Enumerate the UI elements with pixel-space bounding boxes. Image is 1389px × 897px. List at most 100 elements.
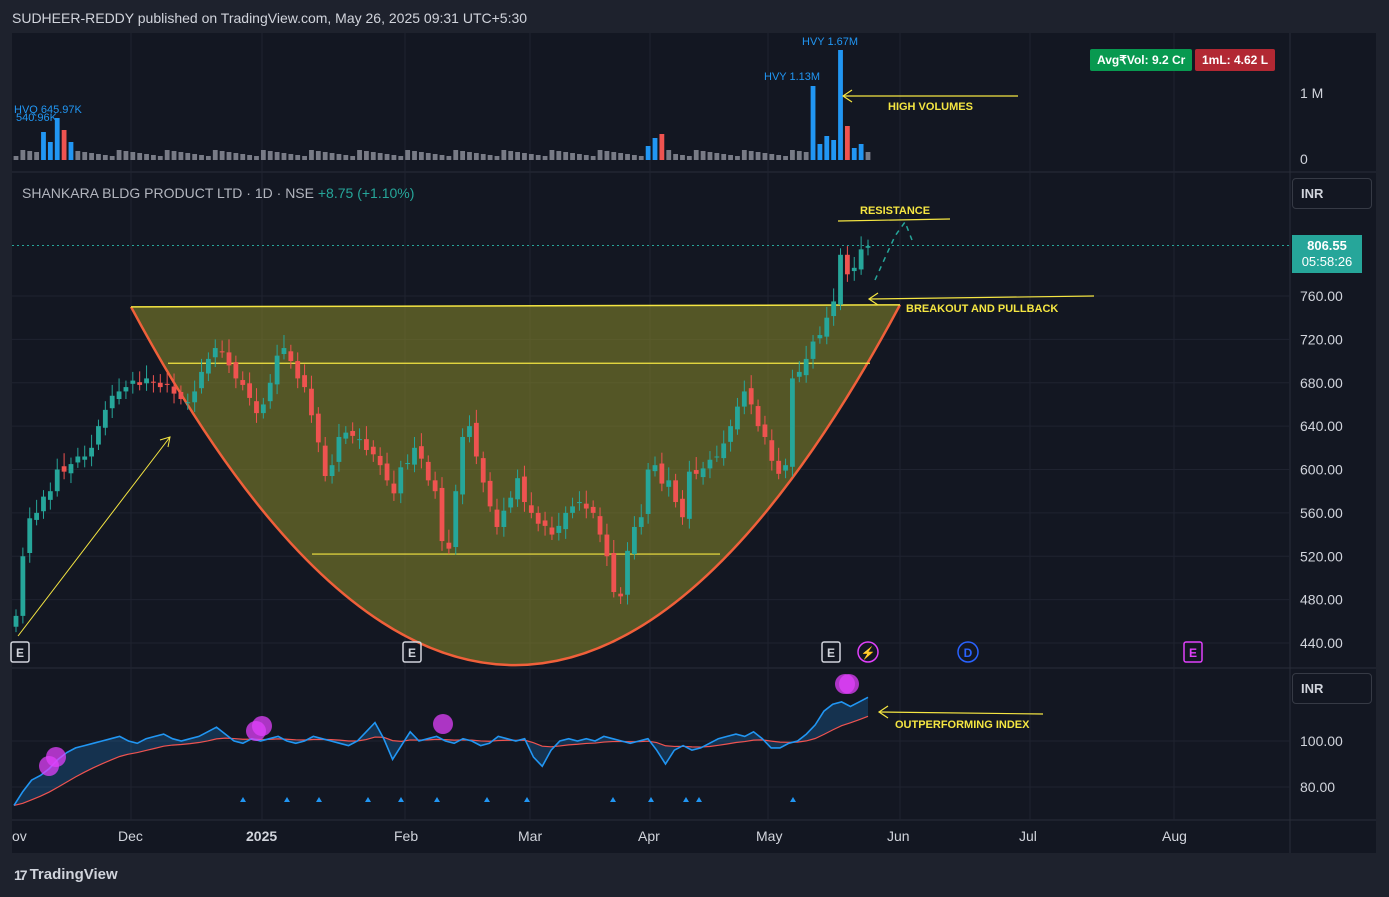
candle-body	[590, 506, 596, 513]
time-tick-label: May	[756, 828, 782, 844]
resistance-line	[837, 218, 951, 222]
volume-bar	[790, 150, 795, 160]
tradingview-logo[interactable]: 17 TradingView	[14, 866, 118, 883]
candle-body	[680, 498, 685, 518]
volume-bar	[102, 155, 108, 160]
volume-bar	[803, 152, 809, 160]
candle-body	[542, 520, 548, 526]
indicator-tick-label: 100.00	[1300, 733, 1343, 749]
volume-bar	[542, 156, 548, 160]
volume-bar	[219, 151, 225, 160]
volume-bar	[20, 150, 26, 160]
event-marker	[857, 641, 879, 663]
arrow-head	[159, 436, 171, 448]
time-tick-label: Dec	[118, 828, 143, 844]
candle-body	[185, 402, 191, 404]
volume-bar	[13, 156, 19, 160]
volume-bar	[432, 154, 438, 160]
candle-body	[418, 446, 424, 459]
candle-body	[810, 341, 816, 359]
candle-body	[54, 469, 60, 492]
candle-body	[446, 542, 452, 549]
volume-bar	[89, 153, 94, 160]
volume-bar	[27, 151, 33, 160]
candle-body	[309, 388, 314, 416]
candle-body	[728, 426, 733, 442]
indicator-signal-marker	[484, 797, 490, 802]
candle-body	[171, 386, 177, 394]
event-marker	[1183, 641, 1203, 663]
volume-bar	[556, 151, 562, 160]
volume-bar	[735, 156, 740, 160]
time-tick-label: ov	[12, 828, 27, 844]
event-marker	[10, 641, 30, 663]
candle-body	[398, 467, 404, 494]
candle-body	[487, 480, 493, 507]
candle-body	[123, 387, 129, 392]
annotations: HIGH VOLUMES RESISTANCE BREAKOUT AND PULLB…	[10, 89, 1203, 731]
volume-bar	[535, 155, 541, 160]
volume-bar	[480, 154, 486, 160]
candle-body	[460, 436, 466, 495]
candle-body	[199, 371, 204, 389]
candle-body	[109, 395, 115, 409]
new-high-marker	[839, 674, 859, 694]
volume-bar	[618, 153, 624, 160]
candle-body	[700, 468, 706, 478]
candle-body	[473, 422, 479, 457]
candle-body	[721, 443, 727, 459]
volume-bar	[34, 152, 40, 160]
avg-vol-badge: Avg₹Vol: 9.2 Cr	[1090, 49, 1193, 71]
label-outperforming: OUTPERFORMING INDEX	[895, 719, 1030, 731]
volume-bar	[762, 153, 768, 160]
volume-bar	[508, 151, 514, 160]
time-tick-label: Mar	[518, 828, 542, 844]
volume-bar	[343, 155, 349, 160]
candle-body	[659, 463, 665, 484]
candle-body	[27, 518, 33, 553]
currency-button-main[interactable]: INR	[1292, 178, 1372, 209]
volume-bar	[783, 156, 788, 160]
candle-body	[604, 534, 610, 557]
volume-bar	[577, 154, 582, 160]
new-high-marker	[252, 716, 272, 736]
candle-body	[817, 335, 823, 339]
time-tick-label: Apr	[638, 828, 660, 844]
volume-bar	[295, 155, 301, 160]
indicator-signal-marker	[284, 797, 290, 802]
volume-bar	[68, 142, 74, 160]
candle-body	[157, 382, 163, 388]
volume-bar	[844, 126, 850, 160]
volume-bar	[357, 150, 362, 160]
volume-bar	[831, 140, 837, 160]
currency-button-indicator[interactable]: INR	[1292, 673, 1372, 704]
axes: 760.00 720.00 680.00 640.00 600.00 560.00 520.…	[12, 85, 1343, 844]
volume-bar	[185, 153, 191, 160]
candle-body	[618, 593, 624, 597]
price-tick-label: 480.00	[1300, 592, 1343, 608]
volume-bar	[611, 152, 617, 160]
candle-body	[563, 512, 569, 530]
candle-body	[666, 480, 672, 487]
volume-bar	[82, 152, 88, 160]
candle-body	[769, 440, 775, 461]
volume-bar	[212, 150, 218, 160]
candle-body	[652, 465, 658, 472]
candle-body	[693, 470, 699, 474]
candle-body	[405, 462, 411, 465]
candle-body	[625, 550, 630, 595]
candle-body	[762, 424, 768, 437]
candle-body	[178, 391, 184, 400]
volume-bar	[370, 152, 376, 160]
candle-body	[522, 476, 527, 503]
volume-bar	[302, 156, 307, 160]
candle-body	[267, 382, 273, 402]
volume-bar	[75, 151, 81, 160]
volume-bar	[54, 118, 60, 160]
event-marker-label: ⚡	[861, 646, 876, 660]
candle-body	[803, 358, 809, 376]
time-tick-label: Jun	[887, 828, 910, 844]
volume-bar	[851, 148, 857, 160]
candle-body	[844, 254, 850, 275]
